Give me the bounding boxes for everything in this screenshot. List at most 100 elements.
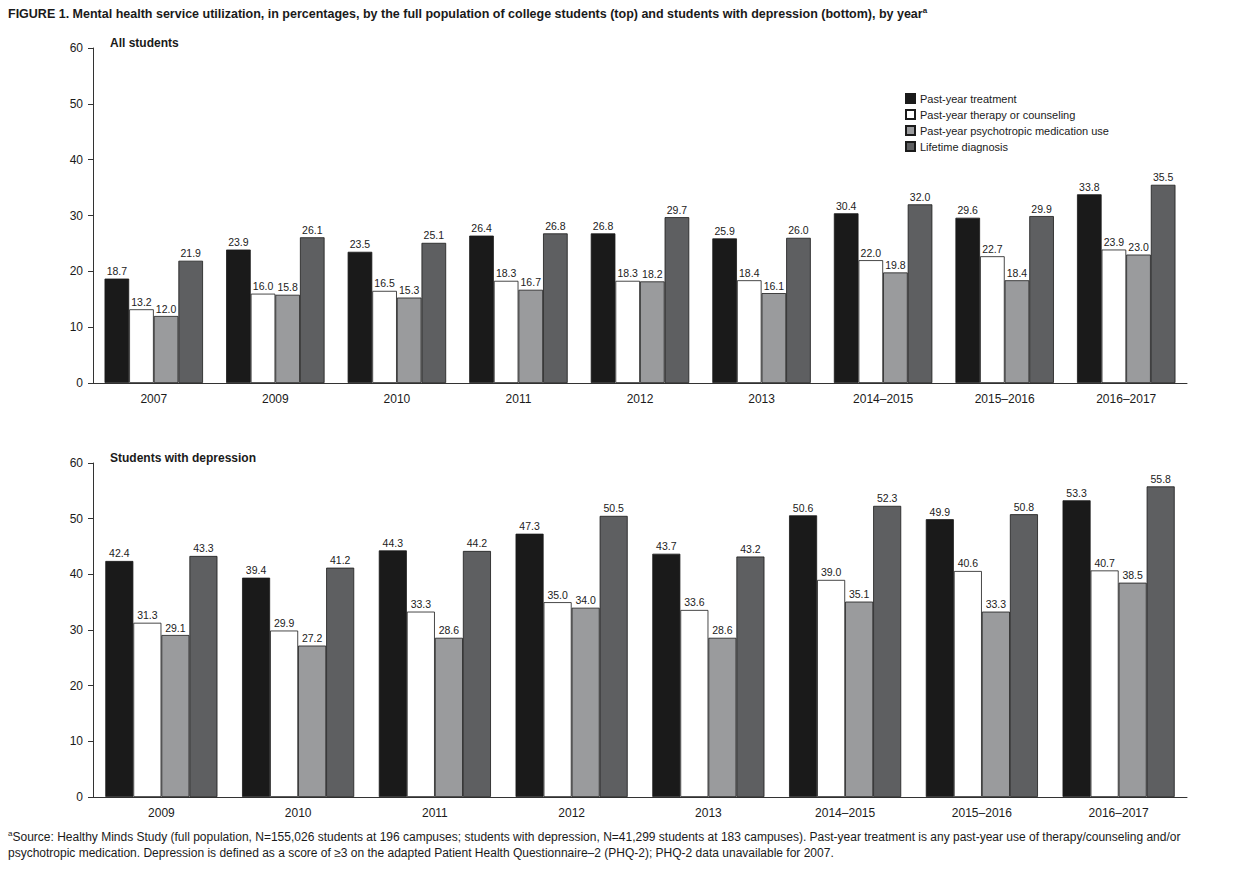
svg-text:50: 50 <box>70 512 84 526</box>
svg-text:Lifetime diagnosis: Lifetime diagnosis <box>920 141 1009 153</box>
svg-text:0: 0 <box>76 376 83 390</box>
svg-text:12.0: 12.0 <box>156 303 177 315</box>
svg-text:39.4: 39.4 <box>246 564 267 576</box>
svg-text:18.3: 18.3 <box>496 267 517 279</box>
svg-text:13.2: 13.2 <box>131 296 152 308</box>
svg-text:16.5: 16.5 <box>374 277 395 289</box>
svg-text:50: 50 <box>70 97 84 111</box>
svg-text:40.7: 40.7 <box>1094 557 1115 569</box>
svg-text:20: 20 <box>70 264 84 278</box>
svg-text:2015–2016: 2015–2016 <box>975 392 1035 406</box>
svg-text:23.0: 23.0 <box>1128 241 1149 253</box>
svg-text:29.9: 29.9 <box>1031 203 1052 215</box>
svg-text:10: 10 <box>70 320 84 334</box>
svg-text:55.8: 55.8 <box>1150 473 1171 485</box>
svg-text:16.7: 16.7 <box>521 276 542 288</box>
svg-text:34.0: 34.0 <box>575 594 596 606</box>
svg-text:25.9: 25.9 <box>714 225 735 237</box>
svg-text:15.8: 15.8 <box>277 281 298 293</box>
svg-text:19.8: 19.8 <box>885 259 906 271</box>
svg-text:26.4: 26.4 <box>471 222 492 234</box>
svg-text:2010: 2010 <box>285 806 312 820</box>
svg-text:41.2: 41.2 <box>330 554 351 566</box>
svg-text:40: 40 <box>70 153 84 167</box>
svg-text:2014–2015: 2014–2015 <box>853 392 913 406</box>
svg-text:28.6: 28.6 <box>712 624 733 636</box>
svg-text:22.7: 22.7 <box>982 243 1003 255</box>
svg-text:16.1: 16.1 <box>764 280 785 292</box>
svg-text:Past-year therapy or counselin: Past-year therapy or counseling <box>920 109 1075 121</box>
svg-text:16.0: 16.0 <box>253 280 274 292</box>
svg-text:29.9: 29.9 <box>274 617 295 629</box>
svg-text:30: 30 <box>70 209 84 223</box>
svg-text:15.3: 15.3 <box>399 284 420 296</box>
svg-text:23.5: 23.5 <box>350 238 371 250</box>
svg-text:26.8: 26.8 <box>545 220 566 232</box>
svg-text:2013: 2013 <box>695 806 722 820</box>
svg-text:35.5: 35.5 <box>1153 171 1174 183</box>
svg-text:21.9: 21.9 <box>180 247 201 259</box>
svg-text:2009: 2009 <box>148 806 175 820</box>
svg-text:49.9: 49.9 <box>930 506 951 518</box>
svg-text:2016–2017: 2016–2017 <box>1096 392 1156 406</box>
svg-text:29.1: 29.1 <box>165 622 186 634</box>
svg-text:2012: 2012 <box>558 806 585 820</box>
svg-text:33.8: 33.8 <box>1079 181 1100 193</box>
svg-text:40.6: 40.6 <box>958 557 979 569</box>
svg-text:31.3: 31.3 <box>137 609 158 621</box>
svg-text:2015–2016: 2015–2016 <box>952 806 1012 820</box>
svg-text:28.6: 28.6 <box>439 624 460 636</box>
svg-text:Past-year treatment: Past-year treatment <box>920 93 1017 105</box>
svg-text:43.2: 43.2 <box>740 543 761 555</box>
svg-text:2012: 2012 <box>627 392 654 406</box>
svg-text:42.4: 42.4 <box>109 547 130 559</box>
svg-text:30: 30 <box>70 623 84 637</box>
svg-text:40: 40 <box>70 567 84 581</box>
svg-text:26.0: 26.0 <box>788 224 809 236</box>
svg-text:18.4: 18.4 <box>739 267 760 279</box>
svg-text:44.2: 44.2 <box>467 537 488 549</box>
svg-text:All students: All students <box>110 36 179 50</box>
svg-text:50.6: 50.6 <box>793 502 814 514</box>
svg-text:23.9: 23.9 <box>228 236 249 248</box>
svg-text:2011: 2011 <box>422 806 448 820</box>
svg-text:50.8: 50.8 <box>1014 501 1035 513</box>
svg-text:2013: 2013 <box>748 392 775 406</box>
svg-text:35.0: 35.0 <box>547 589 568 601</box>
svg-text:2016–2017: 2016–2017 <box>1089 806 1149 820</box>
svg-text:43.3: 43.3 <box>193 542 214 554</box>
svg-text:29.7: 29.7 <box>667 204 688 216</box>
svg-text:20: 20 <box>70 679 84 693</box>
svg-text:32.0: 32.0 <box>910 191 931 203</box>
svg-text:2014–2015: 2014–2015 <box>815 806 875 820</box>
svg-text:23.9: 23.9 <box>1104 236 1125 248</box>
svg-text:35.1: 35.1 <box>849 588 870 600</box>
svg-text:52.3: 52.3 <box>877 492 898 504</box>
svg-text:38.5: 38.5 <box>1122 569 1143 581</box>
svg-text:26.8: 26.8 <box>593 220 614 232</box>
svg-text:18.7: 18.7 <box>107 265 128 277</box>
svg-text:18.3: 18.3 <box>617 267 638 279</box>
svg-text:Past-year psychotropic medicat: Past-year psychotropic medication use <box>920 125 1109 137</box>
svg-text:26.1: 26.1 <box>302 224 323 236</box>
svg-text:18.2: 18.2 <box>642 268 663 280</box>
svg-text:53.3: 53.3 <box>1066 487 1087 499</box>
svg-text:39.0: 39.0 <box>821 566 842 578</box>
svg-text:60: 60 <box>70 456 84 470</box>
svg-text:18.4: 18.4 <box>1007 267 1028 279</box>
svg-text:29.6: 29.6 <box>958 204 979 216</box>
svg-text:60: 60 <box>70 41 84 55</box>
svg-text:Students with depression: Students with depression <box>110 451 256 465</box>
svg-text:10: 10 <box>70 734 84 748</box>
svg-text:47.3: 47.3 <box>519 520 540 532</box>
svg-text:22.0: 22.0 <box>861 247 882 259</box>
svg-text:25.1: 25.1 <box>424 229 445 241</box>
svg-text:30.4: 30.4 <box>836 200 857 212</box>
svg-text:44.3: 44.3 <box>383 537 404 549</box>
svg-text:2009: 2009 <box>262 392 289 406</box>
svg-text:0: 0 <box>76 790 83 804</box>
svg-text:27.2: 27.2 <box>302 632 323 644</box>
svg-text:33.3: 33.3 <box>986 598 1007 610</box>
svg-text:2010: 2010 <box>384 392 411 406</box>
svg-text:43.7: 43.7 <box>656 540 677 552</box>
